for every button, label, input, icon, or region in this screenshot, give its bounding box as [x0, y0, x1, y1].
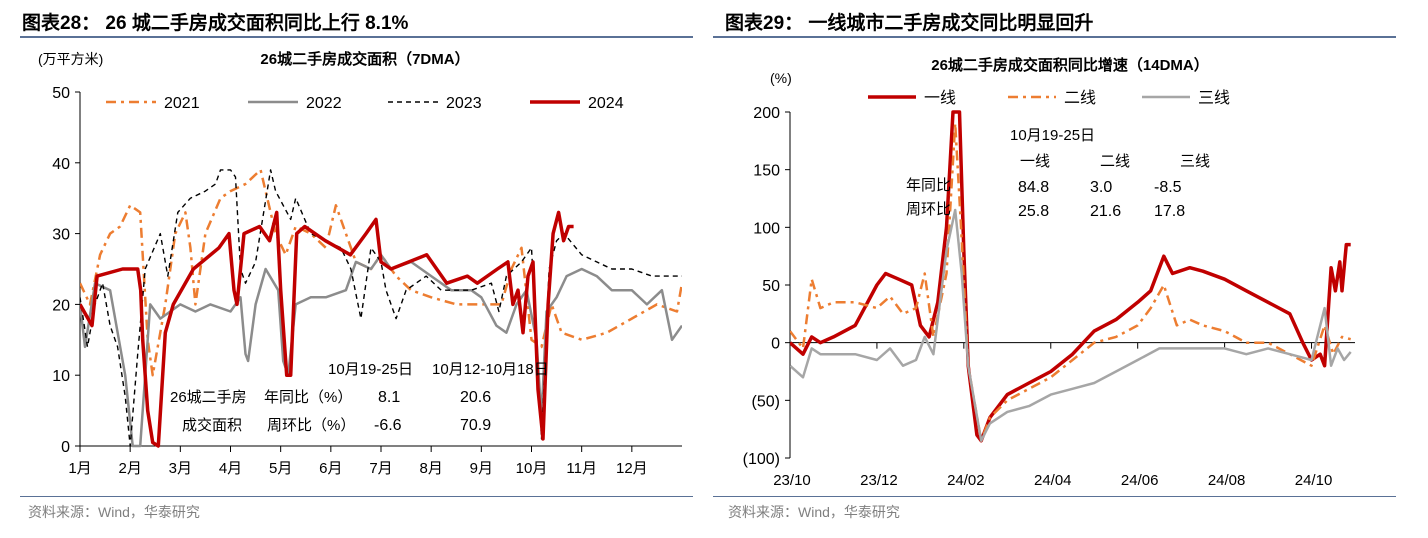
- y-tick-label: 40: [52, 156, 70, 173]
- right-header-rule: [713, 36, 1396, 38]
- annotation-col-header: 10月19-25日: [328, 361, 413, 378]
- annotation-row-group: 成交面积: [182, 416, 242, 434]
- y-tick-label: (100): [743, 451, 780, 468]
- y-tick-label: 20: [52, 297, 70, 314]
- x-tick-label: 23/12: [860, 472, 898, 489]
- annotation-value: 25.8: [1018, 203, 1049, 220]
- annotation-row-group: 26城二手房: [170, 389, 247, 406]
- annotation-row-label: 年同比（%）: [264, 389, 352, 406]
- y-tick-label: 100: [753, 220, 780, 237]
- x-tick-label: 10月: [516, 460, 548, 477]
- x-tick-label: 24/06: [1121, 472, 1159, 489]
- right-footer-rule: [713, 496, 1396, 497]
- annotation-col-header: 一线: [1020, 153, 1050, 170]
- annotation-row-label: 周环比（%）: [267, 417, 355, 434]
- y-tick-label: 150: [753, 163, 780, 180]
- x-tick-label: 6月: [319, 460, 342, 477]
- series-line-三线: [790, 208, 1352, 442]
- x-tick-label: 24/02: [947, 472, 985, 489]
- annotation-col-header: 10月12-10月18日: [432, 361, 549, 378]
- y-tick-label: 10: [52, 368, 70, 385]
- right-chart: 26城二手房成交面积同比增速（14DMA） (%) (100) (50) 0 50 100 1…: [743, 56, 1355, 489]
- series-line-2022: [80, 253, 682, 448]
- annotation-value: 17.8: [1154, 203, 1185, 220]
- series-line-二线: [790, 122, 1352, 442]
- x-tick-label: 5月: [269, 460, 292, 477]
- annotation-value: -8.5: [1154, 179, 1182, 196]
- x-tick-label: 12月: [616, 460, 648, 477]
- annotation-value: 20.6: [460, 389, 491, 406]
- y-tick-label: 200: [753, 105, 780, 122]
- y-tick-label: (50): [752, 393, 780, 410]
- y-axis-unit: (万平方米): [38, 51, 103, 67]
- annotation-value: 3.0: [1090, 179, 1112, 196]
- chart-title: 26城二手房成交面积（7DMA）: [260, 50, 469, 68]
- y-tick-label: 0: [61, 439, 70, 456]
- x-tick-label: 23/10: [773, 472, 811, 489]
- left-footer-rule: [20, 496, 693, 497]
- annotation-value: 8.1: [378, 389, 400, 406]
- x-tick-label: 4月: [219, 460, 242, 477]
- legend-label: 三线: [1198, 89, 1230, 107]
- y-tick-label: 50: [52, 85, 70, 102]
- annotation-row-label: 周环比: [906, 201, 951, 218]
- x-tick-label: 2月: [118, 460, 141, 477]
- y-tick-label: 50: [762, 278, 780, 295]
- series-line-一线: [790, 110, 1351, 443]
- series-line-2024: [80, 210, 574, 448]
- legend-label: 一线: [924, 89, 956, 107]
- right-source: 资料来源：Wind，华泰研究: [728, 504, 900, 520]
- y-axis-unit: (%): [770, 70, 792, 86]
- legend-label: 2021: [164, 95, 200, 112]
- legend-label: 2023: [446, 95, 482, 112]
- left-figure-header: 图表28： 26 城二手房成交面积同比上行 8.1%: [22, 13, 409, 34]
- right-figure-header: 图表29： 一线城市二手房成交同比明显回升: [725, 13, 1094, 34]
- x-tick-label: 24/04: [1034, 472, 1072, 489]
- x-tick-label: 24/08: [1208, 472, 1246, 489]
- legend-label: 2022: [306, 95, 342, 112]
- annotation-value: 21.6: [1090, 203, 1121, 220]
- annotation-col-header: 二线: [1100, 153, 1130, 170]
- annotation-value: 70.9: [460, 417, 491, 434]
- left-chart: 26城二手房成交面积（7DMA） (万平方米) 0 10 20 30 40 50 1月 2月 3月 4…: [38, 50, 682, 477]
- annotation-value: -6.6: [374, 417, 402, 434]
- annotation-value: 84.8: [1018, 179, 1049, 196]
- x-tick-label: 7月: [369, 460, 392, 477]
- annotation-row-label: 年同比: [906, 177, 951, 194]
- x-tick-label: 9月: [470, 460, 493, 477]
- y-tick-label: 0: [771, 336, 780, 353]
- annotation-title: 10月19-25日: [1010, 127, 1095, 144]
- left-source: 资料来源：Wind，华泰研究: [28, 504, 200, 520]
- x-tick-label: 24/10: [1295, 472, 1333, 489]
- x-tick-label: 1月: [68, 460, 91, 477]
- x-tick-label: 8月: [419, 460, 442, 477]
- chart-title: 26城二手房成交面积同比增速（14DMA）: [931, 56, 1209, 74]
- left-header-rule: [20, 36, 693, 38]
- x-tick-label: 11月: [566, 460, 597, 477]
- x-tick-label: 3月: [169, 460, 192, 477]
- legend-label: 二线: [1064, 89, 1096, 107]
- annotation-col-header: 三线: [1180, 153, 1210, 170]
- legend-label: 2024: [588, 95, 624, 112]
- y-tick-label: 30: [52, 227, 70, 244]
